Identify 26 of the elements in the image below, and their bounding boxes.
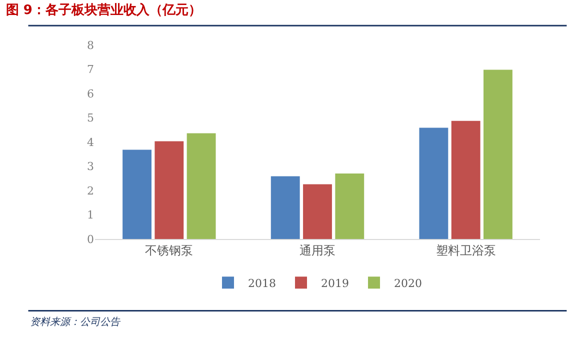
x-tick-label: 通用泵 [300,243,336,258]
y-tick-label: 6 [87,87,94,100]
y-tick-label: 1 [87,208,94,222]
legend-label: 2019 [321,276,349,290]
bar [303,184,332,239]
x-tick-label: 不锈钢泵 [145,243,194,258]
bar [270,176,300,239]
y-tick-label: 4 [87,136,94,149]
legend-label: 2018 [248,276,276,290]
y-tick-label: 2 [87,184,94,198]
bar [484,70,512,239]
y-tick-label: 5 [87,112,94,125]
x-tick-label: 塑料卫浴泵 [436,243,496,258]
text: 资料来源：公司公告 [30,316,121,328]
y-tick-label: 3 [87,160,94,174]
bar [451,120,480,239]
bar [122,150,152,239]
legend-label: 2020 [394,276,422,290]
y-tick-label: 7 [87,63,94,76]
y-tick-label: 8 [87,38,94,52]
y-tick-label: 0 [87,232,94,246]
chart-title: 图 9：各子板块营业收入（亿元） [6,2,202,18]
bar [186,133,216,239]
bar [419,128,448,239]
bar [154,141,184,239]
bar [335,174,364,239]
